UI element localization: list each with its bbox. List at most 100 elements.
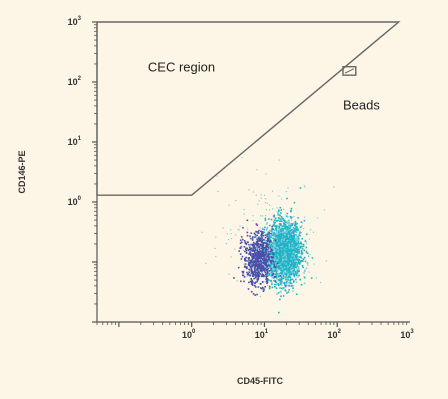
- x-tick-label: 100: [182, 329, 196, 340]
- data-point: [282, 236, 284, 238]
- data-point: [267, 246, 269, 249]
- data-point: [242, 226, 244, 229]
- data-point: [289, 241, 292, 244]
- data-point: [291, 272, 294, 274]
- data-point: [299, 245, 302, 248]
- data-point: [283, 270, 286, 272]
- data-point: [262, 252, 265, 254]
- data-point: [299, 260, 302, 262]
- data-point: [325, 260, 327, 262]
- data-point: [271, 270, 274, 272]
- data-point: [266, 266, 268, 268]
- data-point: [292, 264, 294, 267]
- data-point: [292, 245, 295, 248]
- data-point: [277, 214, 280, 216]
- data-point: [288, 270, 291, 272]
- data-point: [268, 270, 271, 272]
- data-point: [258, 255, 260, 258]
- data-point: [298, 239, 300, 241]
- data-point: [243, 213, 245, 215]
- data-point: [293, 268, 296, 270]
- data-point: [300, 221, 303, 223]
- data-point: [297, 238, 300, 240]
- data-point: [292, 266, 295, 268]
- data-point: [270, 248, 273, 251]
- data-point: [285, 232, 287, 235]
- data-point: [289, 262, 292, 264]
- data-point: [259, 295, 261, 298]
- data-point: [271, 244, 274, 247]
- data-point: [301, 248, 304, 250]
- data-point: [256, 272, 259, 275]
- data-point: [282, 264, 285, 267]
- data-point: [283, 265, 286, 268]
- data-point: [262, 286, 264, 289]
- data-point: [295, 251, 298, 253]
- data-point: [270, 218, 273, 221]
- data-point: [256, 244, 259, 246]
- data-point: [252, 236, 254, 238]
- data-point: [268, 257, 270, 260]
- data-point: [246, 231, 249, 234]
- data-point: [265, 268, 267, 271]
- data-point: [278, 266, 280, 268]
- data-point: [259, 273, 261, 275]
- data-point: [248, 253, 250, 255]
- data-point: [243, 246, 246, 248]
- data-point: [256, 246, 259, 248]
- data-point: [252, 263, 255, 265]
- data-point: [255, 243, 258, 245]
- data-point: [286, 257, 288, 259]
- data-point: [292, 243, 294, 245]
- data-point: [249, 265, 251, 267]
- data-point: [297, 256, 299, 259]
- data-point: [289, 216, 292, 218]
- data-point: [282, 247, 284, 249]
- y-axis-label: CD146-PE: [17, 150, 27, 193]
- data-point: [275, 246, 278, 248]
- data-point: [286, 251, 288, 253]
- data-point: [284, 255, 286, 258]
- data-point: [266, 280, 268, 282]
- data-point: [296, 226, 298, 228]
- data-point: [266, 275, 269, 277]
- data-point: [283, 247, 286, 250]
- data-point: [310, 277, 313, 279]
- data-point: [257, 264, 260, 267]
- data-point: [288, 222, 290, 225]
- data-point: [272, 255, 274, 257]
- data-point: [283, 208, 285, 210]
- data-point: [244, 258, 246, 260]
- data-point: [238, 229, 240, 231]
- data-point: [282, 233, 284, 236]
- data-point: [287, 232, 289, 235]
- data-point: [284, 260, 286, 263]
- data-point: [293, 224, 296, 227]
- data-point: [269, 249, 272, 252]
- data-point: [278, 283, 280, 286]
- data-point: [302, 243, 305, 246]
- data-point: [280, 209, 283, 211]
- data-point: [288, 229, 290, 231]
- data-point: [285, 221, 287, 224]
- data-point: [286, 231, 289, 233]
- data-point: [268, 234, 270, 236]
- data-point: [275, 287, 278, 289]
- data-point: [251, 255, 254, 257]
- data-point: [284, 249, 286, 252]
- data-point: [260, 282, 262, 285]
- data-point: [304, 260, 307, 263]
- data-point: [249, 243, 252, 246]
- data-point: [289, 254, 291, 257]
- data-point: [261, 231, 264, 233]
- data-point: [264, 253, 266, 256]
- data-point: [277, 238, 279, 240]
- data-point: [281, 217, 284, 220]
- data-point: [235, 199, 237, 202]
- data-point: [252, 272, 255, 275]
- data-point: [295, 265, 297, 267]
- data-point: [271, 231, 274, 233]
- data-point: [252, 293, 255, 295]
- data-point: [283, 276, 285, 279]
- data-point: [290, 229, 292, 231]
